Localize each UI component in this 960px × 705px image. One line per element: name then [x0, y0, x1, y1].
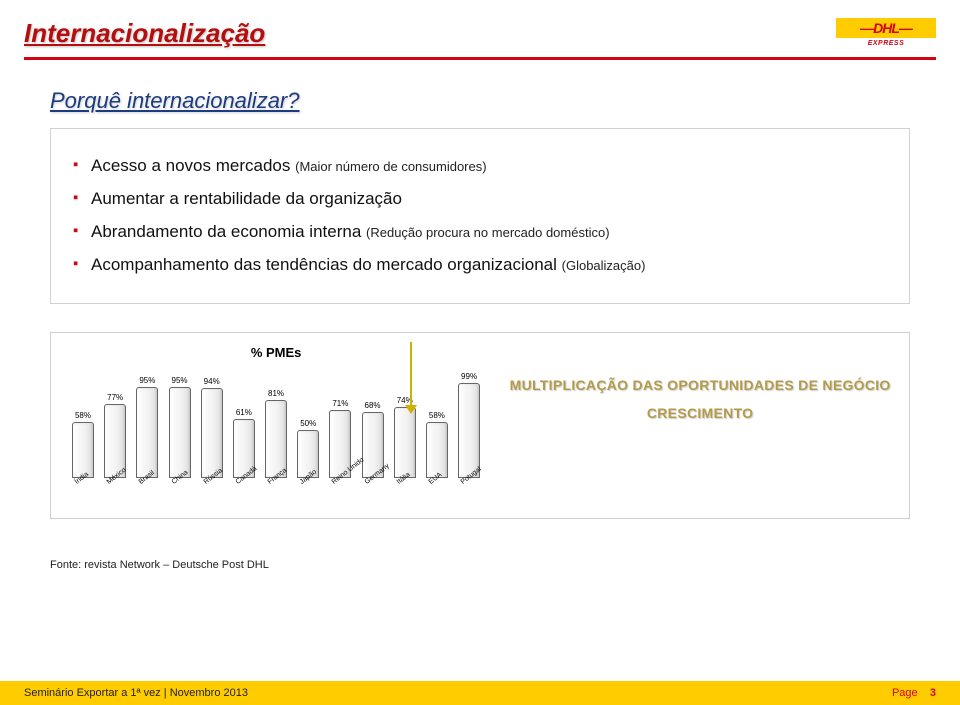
- bar-value-label: 58%: [429, 411, 445, 420]
- bar-value-label: 77%: [107, 393, 123, 402]
- page-title: Internacionalização: [24, 18, 936, 49]
- arrow-down-icon: [410, 342, 412, 406]
- bullet-item: Aumentar a rentabilidade da organização: [73, 188, 887, 211]
- bullet-note: (Maior número de consumidores): [295, 159, 486, 174]
- dhl-logo-text: —DHL—: [836, 18, 936, 38]
- bar: [458, 383, 480, 478]
- bar-wrap: 58%: [69, 411, 97, 478]
- bar-value-label: 95%: [172, 376, 188, 385]
- emphasis-line-1: MULTIPLICAÇÃO DAS OPORTUNIDADES DE NEGÓC…: [510, 377, 891, 393]
- bar-wrap: 81%: [262, 389, 290, 478]
- bar-wrap: 95%: [133, 376, 161, 478]
- emphasis-block: MULTIPLICAÇÃO DAS OPORTUNIDADES DE NEGÓC…: [505, 345, 895, 427]
- bar-value-label: 58%: [75, 411, 91, 420]
- bar-wrap: 99%: [455, 372, 483, 478]
- chart-container: % PMEs 58%77%95%95%94%61%81%50%71%68%74%…: [50, 332, 910, 519]
- bullet-item: Abrandamento da economia interna (Reduçã…: [73, 221, 887, 244]
- dhl-logo-subtext: EXPRESS: [836, 40, 936, 47]
- source-citation: Fonte: revista Network – Deutsche Post D…: [50, 559, 910, 571]
- bullet-text: Aumentar a rentabilidade da organização: [91, 189, 402, 208]
- bullet-text: Acompanhamento das tendências do mercado…: [91, 255, 562, 274]
- bar-wrap: 94%: [198, 377, 226, 478]
- bar-wrap: 77%: [101, 393, 129, 478]
- dhl-logo: —DHL— EXPRESS: [836, 18, 936, 47]
- bar-value-label: 94%: [204, 377, 220, 386]
- page-label: Page: [892, 687, 918, 699]
- footer-left: Seminário Exportar a 1ª vez | Novembro 2…: [24, 687, 248, 699]
- bar-value-label: 68%: [365, 401, 381, 410]
- header-divider: [24, 57, 936, 60]
- footer: Seminário Exportar a 1ª vez | Novembro 2…: [0, 681, 960, 705]
- bar: [201, 388, 223, 478]
- bar-wrap: 95%: [166, 376, 194, 478]
- bullet-item: Acompanhamento das tendências do mercado…: [73, 254, 887, 277]
- bar-value-label: 61%: [236, 408, 252, 417]
- bullet-text: Abrandamento da economia interna: [91, 222, 366, 241]
- bar-wrap: 58%: [423, 411, 451, 478]
- bar-value-label: 99%: [461, 372, 477, 381]
- footer-right: Page 3: [892, 687, 936, 699]
- bullet-box: Acesso a novos mercados (Maior número de…: [50, 128, 910, 304]
- bar-value-label: 81%: [268, 389, 284, 398]
- bar: [169, 387, 191, 478]
- chart-xaxis: ÍndiaMéxicoBrasilChinaRússiaCanadáFrança…: [65, 484, 487, 512]
- bar: [136, 387, 158, 478]
- bar-value-label: 50%: [300, 419, 316, 428]
- chart-title: % PMEs: [65, 345, 487, 360]
- bar-value-label: 95%: [139, 376, 155, 385]
- bar-value-label: 71%: [332, 399, 348, 408]
- bullet-text: Acesso a novos mercados: [91, 156, 295, 175]
- bullet-note: (Globalização): [562, 258, 646, 273]
- section-subtitle: Porquê internacionalizar?: [50, 88, 910, 114]
- emphasis-line-2: CRESCIMENTO: [647, 405, 754, 421]
- page-number: 3: [930, 687, 936, 699]
- bullet-item: Acesso a novos mercados (Maior número de…: [73, 155, 887, 178]
- bar-chart: 58%77%95%95%94%61%81%50%71%68%74%58%99%: [65, 368, 487, 478]
- bullet-note: (Redução procura no mercado doméstico): [366, 225, 610, 240]
